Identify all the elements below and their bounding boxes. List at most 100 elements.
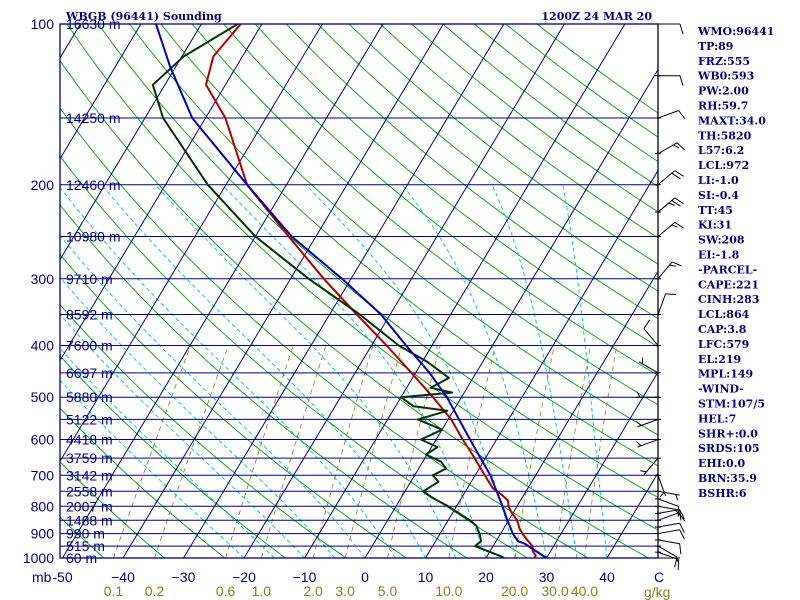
height-label: 3759 m [66,450,113,466]
pressure-tick-labels: 100 200 300 400 500 600 700 800 900 1000 [23,16,54,566]
wind-barb [655,110,686,120]
sounding-indices: WMO:96441 TP:89 FRZ:555 WB0:593 PW:2.00 RH:59… [697,25,774,500]
wind-barb [655,522,685,533]
sounding-index-item: LFC:579 [698,338,749,351]
height-label: 515 m [66,538,105,554]
pressure-tick-label: 100 [31,16,55,32]
isotherm-line [425,169,658,558]
wind-barb [640,457,661,476]
wind-barb [655,509,685,520]
mixing-ratio-tick-label: 3.0 [335,583,355,599]
sounding-index-item: WMO:96441 [697,25,774,38]
sounding-index-item: FRZ:555 [698,55,750,68]
height-label: 990 m [66,526,105,542]
temperature-tick-label: 10 [418,569,434,585]
wind-barb [655,142,685,155]
sounding-index-item: SI:-0.4 [698,189,739,202]
sounding-index-item: CAP:3.8 [698,323,747,336]
moist-adiabat-line [401,184,547,558]
pressure-tick-label: 500 [31,389,55,405]
wind-barb [636,391,661,398]
isotherm-line [485,270,658,558]
temperature-tick-label: 20 [478,569,494,585]
sounding-index-item: WB0:593 [697,70,754,83]
isotherm-line [60,24,202,261]
parcel-line [155,24,548,558]
wind-barb [636,439,661,448]
wind-barb [655,551,680,571]
mixing-ratio-unit-label: g/kg [644,584,670,600]
pressure-tick-label: 1000 [23,550,54,566]
wind-barb [636,418,661,428]
height-label: 7600 m [66,338,113,354]
height-label: 2007 m [66,498,113,514]
wind-barb [655,474,666,498]
height-label: 1488 m [66,512,113,528]
sounding-index-item: SHR+:0.0 [698,427,758,440]
mixing-ratio-tick-label: 40.0 [571,583,598,599]
mixing-ratio-tick-labels: 0.1 0.2 0.6 1.0 2.0 3.0 5.0 10.0 20.0 30.0 40.0 [104,583,599,599]
isotherm-line [183,24,505,558]
wind-barb [655,261,682,280]
wind-barb [655,539,682,555]
height-label: 8592 m [66,307,113,323]
wind-barb [655,293,676,316]
mixing-ratio-tick-label: 0.6 [216,583,236,599]
sounding-index-item: L57:6.2 [698,144,744,157]
isotherms [60,24,658,558]
dry-adiabats [60,24,658,558]
isotherm-line [304,24,626,558]
moist-adiabat-line [60,234,366,558]
height-label: 5122 m [66,411,113,427]
pressure-tick-label: 400 [31,338,55,354]
sounding-index-item: MAXT:34.0 [698,114,766,127]
sounding-index-item: STM:107/5 [698,398,765,411]
mixing-ratio-tick-label: 30.0 [541,583,568,599]
mixing-ratio-line [154,345,229,558]
wind-barb [655,529,685,540]
sounding-index-item: KI:31 [698,219,732,232]
height-label: 9710 m [66,271,113,287]
mixing-ratio-tick-label: 0.1 [104,583,124,599]
temperature-line [205,24,537,558]
isotherm-line [364,68,658,558]
mixing-ratio-tick-label: 10.0 [435,583,462,599]
height-labels: 16630 m 14250 m 12460 m 10980 m 9710 m 8592 m… [66,16,120,566]
wind-barb [655,75,684,86]
dewpoint-line [151,24,505,558]
sounding-index-item: SRDS:105 [698,442,760,455]
pressure-tick-label: 200 [31,177,55,193]
temperature-tick-label: -50 [52,569,72,585]
wind-barbs [636,23,686,571]
sounding-index-item: CAPE:221 [698,278,759,291]
sounding-index-item: RH:59.7 [698,100,748,113]
wind-barb [655,221,684,237]
temperature-tick-label: −30 [172,569,196,585]
height-label: 12460 m [66,177,120,193]
height-label: 16630 m [66,16,120,32]
isobars [60,24,658,558]
mixing-ratio-lines [113,345,618,558]
pressure-tick-label: 600 [31,432,55,448]
mixing-ratio-tick-label: 0.2 [145,583,165,599]
isotherm-line [60,24,142,160]
sounding-index-item: SW:208 [698,234,745,247]
wind-barb [655,170,684,186]
mixing-ratio-line [448,345,496,558]
temperature-tick-label: 30 [539,569,555,585]
wind-barb [655,505,682,521]
dry-adiabat-line [60,253,407,558]
mixing-ratio-tick-label: 1.0 [252,583,272,599]
height-label: 6697 m [66,365,113,381]
sounding-index-item: PW:2.00 [698,85,749,98]
temperature-tick-label: −40 [111,569,135,585]
sounding-index-item: MPL:149 [698,368,753,381]
moist-adiabat-line [562,184,608,558]
dry-adiabat-line [66,24,658,531]
sounding-index-item: HEL:7 [698,412,736,425]
temperature-tick-label: 40 [599,569,615,585]
mixing-ratio-line [113,345,191,558]
wind-barb [638,357,661,374]
wind-barb [655,197,684,213]
